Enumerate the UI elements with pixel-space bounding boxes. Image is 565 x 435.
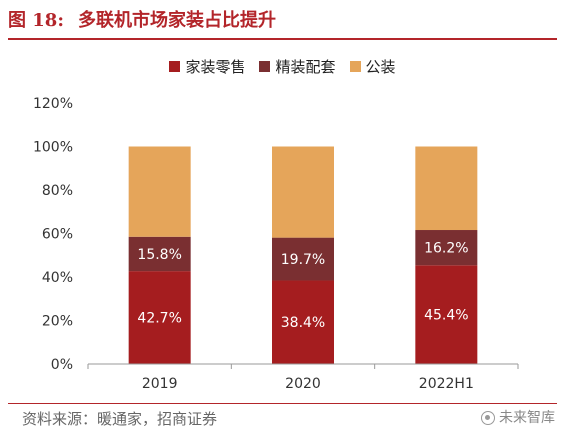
watermark-logo-icon [481, 411, 495, 425]
legend-swatch-fitout [259, 60, 271, 72]
legend-label-retail: 家装零售 [185, 57, 246, 76]
figure-title-text: 多联机市场家装占比提升 [77, 10, 276, 31]
legend-swatch-retail [169, 60, 181, 72]
y-tick-label: 100% [33, 140, 73, 156]
y-tick-label: 40% [42, 270, 73, 286]
title-rule [8, 38, 557, 40]
bar-segment-fitout [272, 237, 334, 281]
watermark: 未来智库 [481, 406, 555, 430]
footer-rule [8, 403, 557, 404]
data-label: 19.7% [281, 252, 325, 268]
bar-segment-retail [128, 271, 191, 364]
bar-segment-public [128, 146, 191, 237]
bar-segment-public [415, 146, 478, 231]
y-tick-label: 0% [51, 357, 73, 373]
legend-item-retail: 家装零售 [169, 56, 245, 77]
legend-label-fitout: 精装配套 [275, 57, 336, 76]
bar-segment-retail [272, 280, 334, 364]
x-tick-label: 2022H1 [419, 376, 474, 392]
figure-number: 图 18: [8, 10, 64, 31]
bar-segment-public [272, 146, 334, 238]
legend-item-fitout: 精装配套 [259, 56, 336, 77]
chart-legend: 家装零售 精装配套 公装 [0, 54, 565, 78]
legend-label-public: 公装 [365, 57, 396, 76]
data-label: 45.4% [424, 308, 468, 324]
bar-segment-fitout [128, 236, 191, 272]
legend-swatch-public [349, 60, 361, 72]
bar-segment-retail [415, 265, 478, 364]
y-tick-label: 120% [33, 96, 73, 112]
bar-segment-fitout [415, 230, 478, 266]
data-label: 42.7% [137, 311, 181, 327]
source-note: 资料来源：暖通家，招商证券 [22, 410, 218, 428]
figure-title: 图 18: 多联机市场家装占比提升 [8, 6, 276, 36]
data-label: 38.4% [281, 315, 325, 331]
y-tick-label: 20% [42, 314, 73, 330]
x-tick-label: 2019 [142, 376, 178, 392]
data-label: 15.8% [137, 247, 181, 263]
x-tick-label: 2020 [285, 376, 321, 392]
watermark-text: 未来智库 [499, 410, 555, 426]
y-tick-label: 80% [42, 183, 73, 199]
data-label: 16.2% [424, 241, 468, 257]
y-tick-label: 60% [42, 227, 73, 243]
legend-item-public: 公装 [349, 56, 396, 77]
